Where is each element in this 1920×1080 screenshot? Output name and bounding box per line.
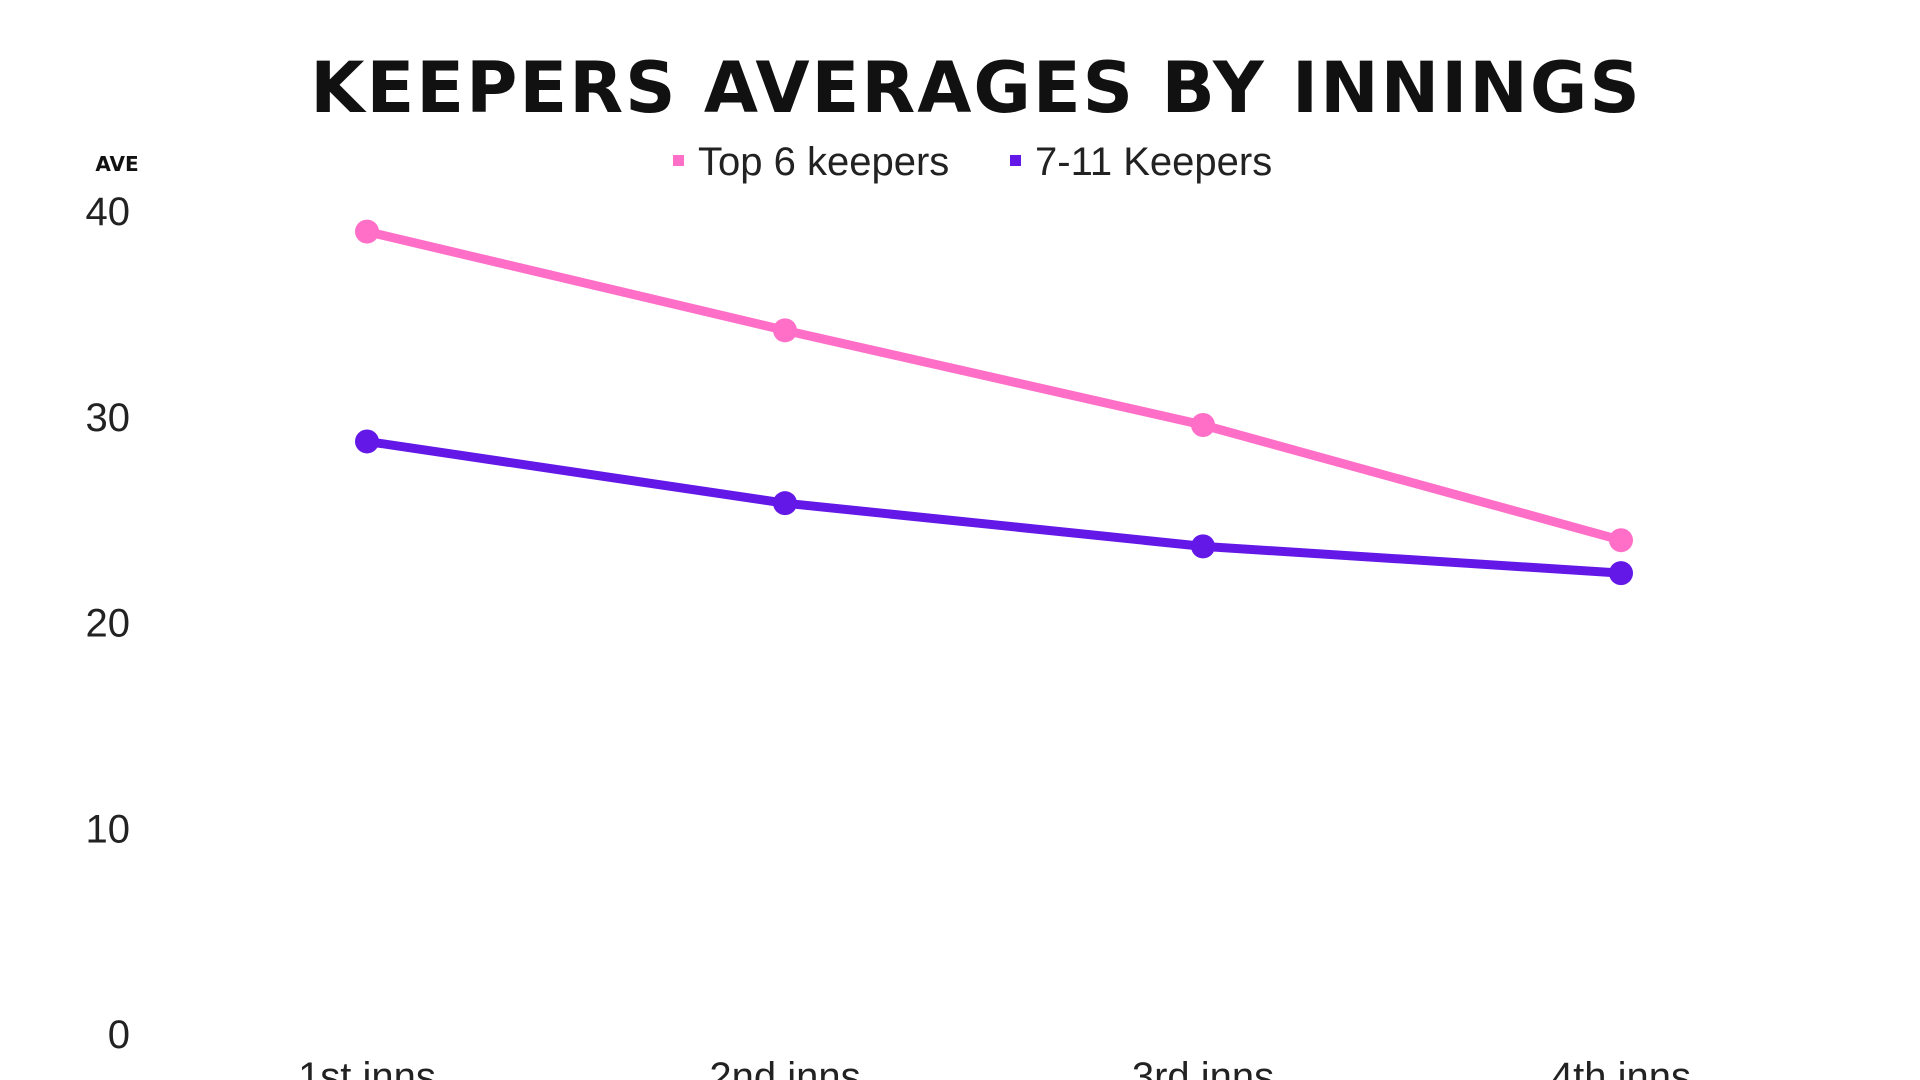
y-tick-label: 0	[108, 1013, 130, 1057]
data-point	[773, 318, 797, 343]
x-tick-label: 4th inns	[1551, 1055, 1691, 1080]
data-point	[1609, 528, 1633, 553]
x-tick-label: 1st inns	[298, 1055, 436, 1080]
y-axis-ticks: 0 10 20 30 40	[86, 190, 131, 1057]
data-point	[355, 429, 379, 454]
series-line	[362, 227, 1626, 545]
y-axis-label: AVE	[95, 152, 138, 176]
x-tick-label: 2nd inns	[709, 1055, 860, 1080]
series-1	[355, 219, 1633, 553]
series-layer	[355, 219, 1633, 586]
legend-item: Top 6 keepers	[673, 140, 949, 184]
y-tick-label: 30	[86, 396, 131, 440]
x-tick-label: 3rd inns	[1132, 1055, 1274, 1080]
data-point	[1191, 412, 1215, 437]
legend-label: 7-11 Keepers	[1035, 140, 1272, 184]
y-tick-label: 10	[86, 807, 131, 851]
y-tick-label: 20	[86, 602, 131, 646]
x-axis-ticks: 1st inns 2nd inns 3rd inns 4th inns	[298, 1055, 1691, 1080]
legend-swatch	[1010, 155, 1021, 166]
legend-label: Top 6 keepers	[698, 140, 949, 184]
series-line	[362, 436, 1626, 578]
data-point	[1191, 534, 1215, 559]
series-2	[355, 429, 1633, 586]
legend-item: 7-11 Keepers	[1010, 140, 1272, 184]
legend: Top 6 keepers 7-11 Keepers	[673, 140, 1272, 184]
data-point	[773, 491, 797, 516]
legend-swatch	[673, 155, 684, 166]
data-point	[355, 219, 379, 244]
y-tick-label: 40	[86, 190, 131, 234]
chart-title: KEEPERS AVERAGES BY INNINGS	[310, 47, 1642, 129]
data-point	[1609, 561, 1633, 586]
